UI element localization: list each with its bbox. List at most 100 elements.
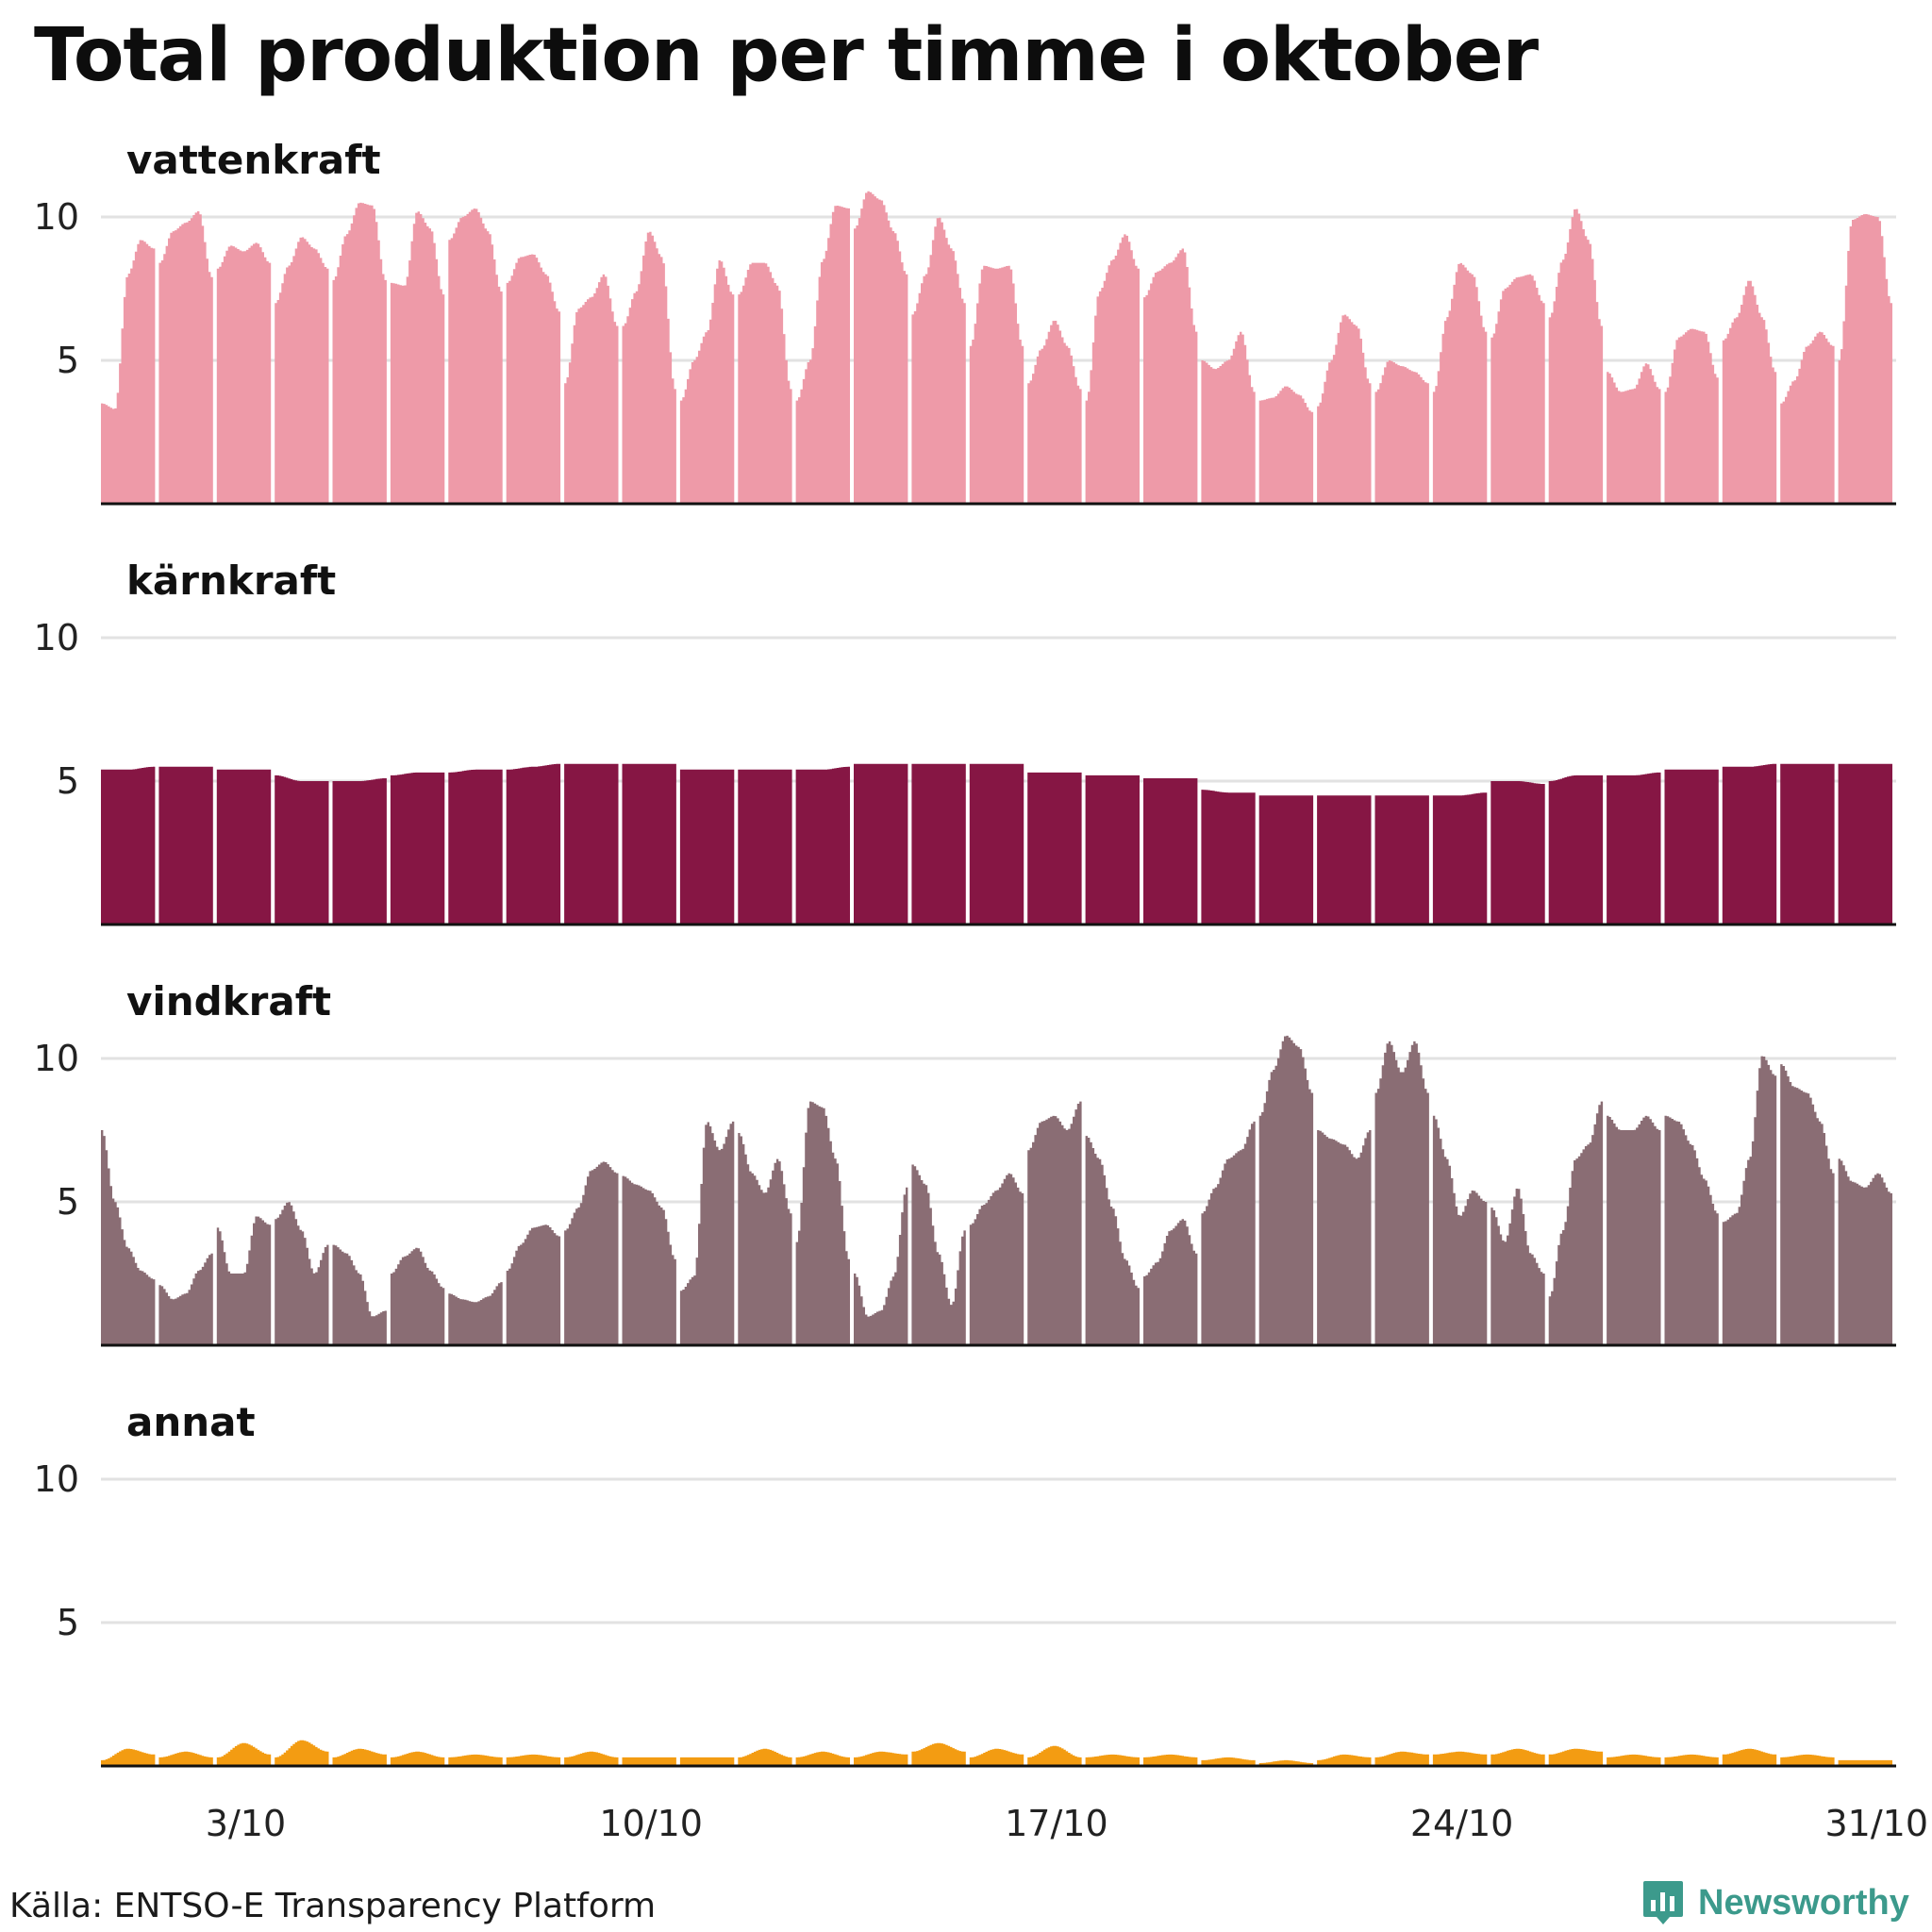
area-day-26	[1548, 1748, 1604, 1766]
area-day-8	[506, 1224, 561, 1345]
area-day-21	[1258, 1035, 1314, 1345]
area-day-16	[969, 1173, 1024, 1345]
area-day-14	[854, 1751, 908, 1766]
area-day-2	[158, 211, 213, 504]
area-day-21	[1258, 386, 1314, 504]
area-day-16	[969, 763, 1024, 924]
area-day-31	[1838, 1759, 1892, 1766]
area-day-27	[1607, 772, 1661, 924]
area-day-25	[1491, 1189, 1545, 1345]
area-day-17	[1027, 772, 1082, 924]
area-day-28	[1664, 328, 1719, 504]
area-day-9	[564, 1161, 619, 1345]
area-day-1	[101, 240, 156, 504]
y-tick-label: 5	[57, 1602, 79, 1643]
area-day-5	[332, 1748, 387, 1766]
area-day-11	[679, 1121, 735, 1345]
y-tick-label: 10	[34, 196, 79, 238]
y-tick-label: 10	[34, 617, 79, 658]
area-day-10	[622, 231, 676, 505]
area-day-4	[275, 1740, 329, 1766]
area-day-30	[1780, 1754, 1835, 1766]
area-day-3	[216, 769, 272, 924]
area-day-2	[158, 1253, 213, 1345]
area-day-18	[1085, 1754, 1140, 1766]
panel-title-1: kärnkraft	[126, 558, 336, 604]
area-day-14	[854, 191, 908, 504]
y-tick-label: 5	[57, 1181, 79, 1223]
area-day-6	[390, 1247, 445, 1345]
area-day-6	[390, 772, 445, 924]
area-day-9	[564, 274, 619, 504]
area-day-29	[1722, 280, 1777, 504]
area-day-6	[390, 211, 445, 505]
source-note: Källa: ENTSO-E Transparency Platform	[9, 1887, 657, 1925]
area-day-11	[679, 769, 735, 924]
area-day-11	[679, 260, 735, 504]
area-day-4	[275, 237, 329, 504]
area-day-23	[1374, 1041, 1429, 1345]
area-day-5	[332, 778, 387, 924]
area-day-5	[332, 1244, 387, 1345]
x-tick-label: 3/10	[206, 1803, 286, 1844]
area-day-29	[1722, 1748, 1777, 1766]
area-day-24	[1432, 792, 1488, 924]
area-day-27	[1607, 1115, 1661, 1345]
area-day-15	[911, 763, 966, 924]
area-day-14	[854, 1187, 908, 1345]
area-day-15	[911, 1742, 966, 1766]
panel-title-2: vindkraft	[126, 978, 331, 1024]
area-day-23	[1374, 1751, 1429, 1766]
area-day-4	[275, 1202, 329, 1345]
panel-title-3: annat	[126, 1399, 256, 1445]
area-day-27	[1607, 1754, 1661, 1766]
area-day-31	[1838, 214, 1892, 504]
area-day-19	[1143, 1219, 1198, 1345]
area-day-14	[854, 763, 908, 924]
brand-name: Newsworthy	[1698, 1882, 1909, 1923]
area-day-15	[911, 1164, 966, 1345]
x-tick-label: 31/10	[1824, 1803, 1928, 1844]
area-day-3	[216, 242, 272, 504]
area-day-12	[738, 1133, 792, 1345]
area-day-10	[622, 1757, 676, 1766]
area-day-31	[1838, 1158, 1892, 1345]
area-day-21	[1258, 795, 1314, 924]
area-day-20	[1201, 1757, 1256, 1766]
area-day-24	[1432, 1115, 1488, 1345]
chart-title: Total produktion per timme i oktober	[34, 13, 1539, 98]
area-day-19	[1143, 248, 1198, 504]
brand-logo: Newsworthy	[1641, 1879, 1909, 1926]
area-day-24	[1432, 1751, 1488, 1766]
area-day-6	[390, 1751, 445, 1766]
area-day-20	[1201, 1121, 1256, 1345]
area-day-10	[622, 763, 676, 924]
area-day-25	[1491, 781, 1545, 924]
panel-title-0: vattenkraft	[126, 137, 381, 183]
area-day-1	[101, 1748, 156, 1766]
area-day-29	[1722, 1056, 1777, 1345]
area-day-1	[101, 1130, 156, 1345]
area-day-19	[1143, 778, 1198, 924]
area-day-24	[1432, 262, 1488, 504]
area-day-30	[1780, 763, 1835, 924]
area-day-30	[1780, 331, 1835, 504]
area-day-8	[506, 254, 561, 504]
area-day-7	[448, 208, 503, 504]
area-day-18	[1085, 1136, 1140, 1345]
area-day-18	[1085, 774, 1140, 924]
area-day-26	[1548, 1101, 1604, 1345]
area-day-3	[216, 1216, 272, 1345]
area-day-11	[679, 1757, 735, 1766]
area-day-19	[1143, 1754, 1198, 1766]
x-tick-label: 10/10	[599, 1803, 703, 1844]
area-day-17	[1027, 321, 1082, 504]
area-day-8	[506, 1754, 561, 1766]
area-day-12	[738, 1748, 792, 1766]
area-day-29	[1722, 763, 1777, 924]
area-day-7	[448, 769, 503, 924]
area-day-26	[1548, 774, 1604, 924]
area-day-28	[1664, 1754, 1719, 1766]
area-day-16	[969, 265, 1024, 504]
